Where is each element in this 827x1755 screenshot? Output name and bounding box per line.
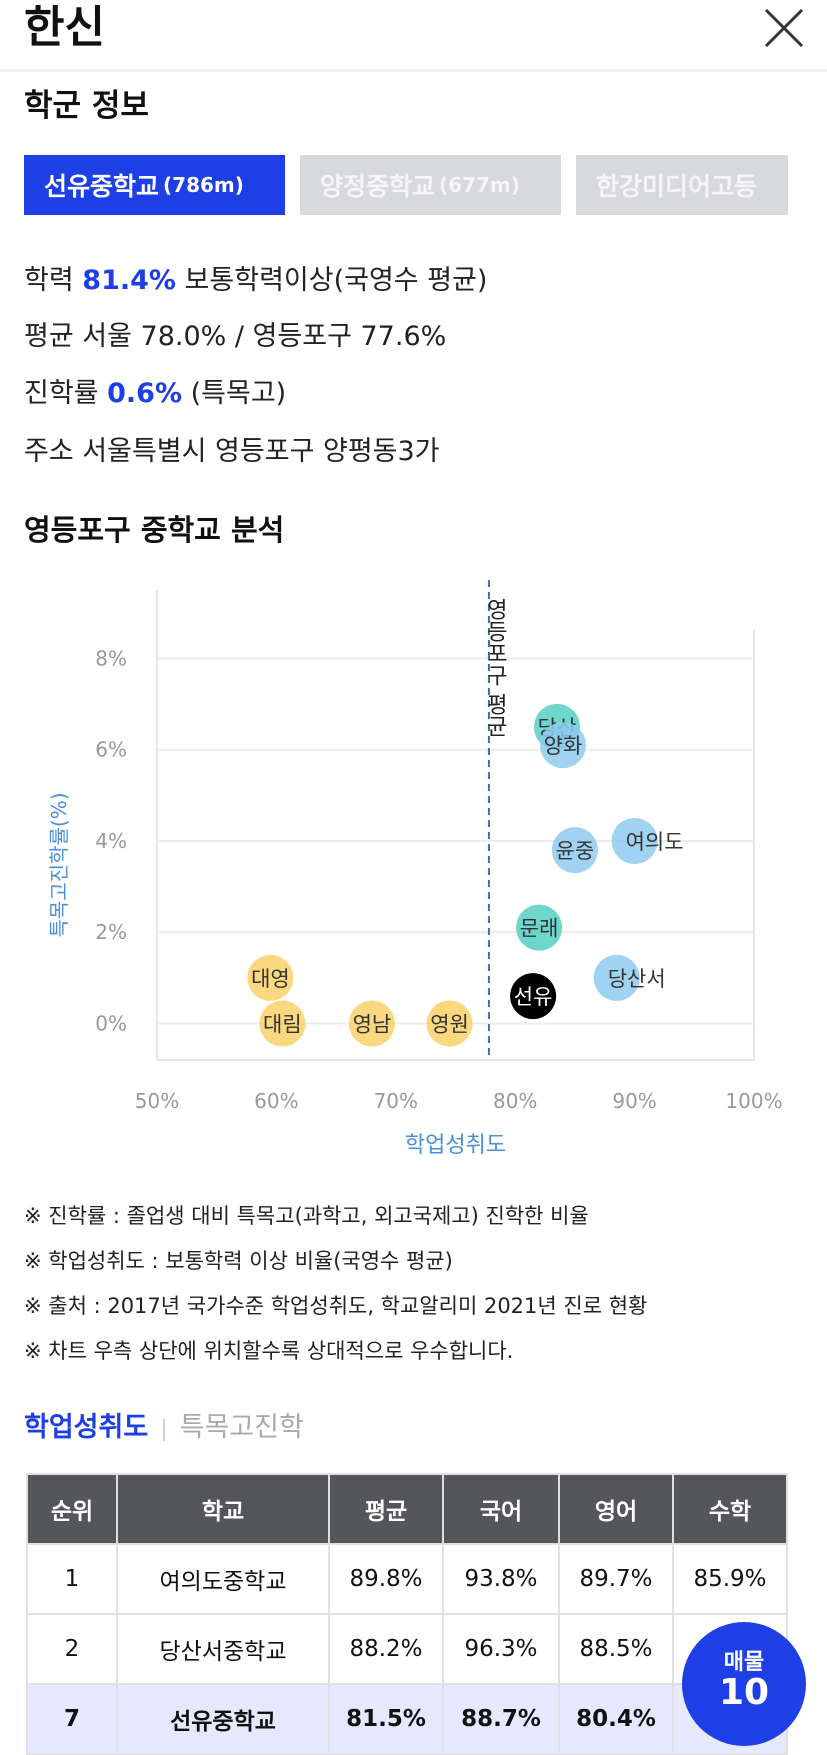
x-tick-label: 70% (374, 1089, 418, 1113)
x-axis-title: 학업성취도 (405, 1133, 506, 1158)
data-point-label: 대림 (263, 1012, 302, 1036)
data-point-label: 윤중 (556, 839, 595, 863)
cell-average: 81.5% (328, 1683, 444, 1755)
col-rank: 순위 (26, 1473, 118, 1545)
cell-english: 80.4% (558, 1683, 674, 1755)
advance-line: 진학률 0.6% (특목고) (24, 371, 286, 410)
cell-rank: 1 (26, 1543, 118, 1615)
data-point-label: 문래 (520, 917, 559, 941)
note-3: ※ 출처 : 2017년 국가수준 학업성취도, 학교알리미 2021년 진로 … (24, 1294, 648, 1318)
tab-separator: | (160, 1417, 168, 1442)
tab-school-1[interactable]: 선유중학교 (786m) (24, 155, 285, 215)
app-title: 한신 (24, 2, 105, 53)
cell-average: 88.2% (328, 1613, 444, 1685)
data-point (593, 954, 640, 1001)
cell-math: 85.9% (672, 1543, 788, 1615)
tab-school-distance: (786m) (163, 173, 244, 197)
school-tabs: 선유중학교 (786m) 양정중학교 (677m) 한강미디어고등 (24, 155, 788, 215)
data-point-label: 영남 (353, 1012, 392, 1036)
achievement-desc: 보통학력이상(국영수 평균) (184, 265, 488, 296)
advance-value: 0.6% (107, 378, 183, 409)
cell-school: 당산서중학교 (116, 1613, 330, 1685)
data-point (611, 817, 658, 864)
data-point-label: 여의도 (626, 830, 684, 854)
table-row-current: 7 선유중학교 81.5% 88.7% 80.4% (26, 1683, 788, 1755)
cell-school: 여의도중학교 (116, 1543, 330, 1615)
x-tick-label: 90% (612, 1089, 656, 1113)
cell-rank: 7 (26, 1683, 118, 1755)
cell-korean: 88.7% (442, 1683, 560, 1755)
data-point (426, 1000, 473, 1047)
data-point-label: 선유 (514, 985, 553, 1009)
col-korean: 국어 (442, 1473, 560, 1545)
data-point-label: 영원 (430, 1012, 469, 1036)
scatter-chart: 0% 2% 4% 6% 8% 50% 60% 70% 80% 90% 100% 학업성취도 특목고진학률… (0, 570, 827, 1170)
tab-school-2[interactable]: 양정중학교 (677m) (300, 155, 561, 215)
x-tick-label: 60% (254, 1089, 298, 1113)
cell-rank: 2 (26, 1613, 118, 1685)
data-point (539, 722, 586, 769)
data-point (247, 954, 294, 1001)
y-tick-label: 2% (95, 920, 127, 944)
col-school: 학교 (116, 1473, 330, 1545)
advance-desc: (특목고) (190, 378, 287, 409)
advance-label: 진학률 (24, 378, 99, 409)
col-english: 영어 (558, 1473, 674, 1545)
y-tick-label: 4% (95, 829, 127, 853)
col-math: 수학 (672, 1473, 788, 1545)
x-tick-label: 80% (493, 1089, 537, 1113)
tab-school-name: 한강미디어고등 (596, 172, 758, 201)
data-point (348, 1000, 395, 1047)
data-point-label: 양화 (544, 734, 583, 758)
cell-school: 선유중학교 (116, 1683, 330, 1755)
cell-english: 89.7% (558, 1543, 674, 1615)
x-tick-label: 50% (135, 1089, 179, 1113)
analysis-title: 영등포구 중학교 분석 (24, 513, 285, 547)
cell-korean: 93.8% (442, 1543, 560, 1615)
data-point-label: 대영 (251, 967, 290, 991)
close-button[interactable] (760, 4, 808, 52)
note-2: ※ 학업성취도 : 보통학력 이상 비율(국영수 평균) (24, 1249, 453, 1273)
chart-svg: 0% 2% 4% 6% 8% 50% 60% 70% 80% 90% 100% 학업성취도 특목고진학률… (47, 580, 783, 1158)
data-point (516, 904, 563, 951)
data-point-label: 당산서 (608, 967, 666, 991)
cell-english: 88.5% (558, 1613, 674, 1685)
tab-school-name: 선유중학교 (44, 172, 160, 201)
average-line: 평균 서울 78.0% / 영등포구 77.6% (24, 321, 447, 352)
y-tick-label: 0% (95, 1011, 127, 1035)
data-point (551, 827, 598, 874)
tab-school-distance: (677m) (439, 173, 520, 197)
address-line: 주소 서울특별시 영등포구 양평동3가 (24, 436, 440, 467)
ranking-table: 순위 학교 평균 국어 영어 수학 1 여의도중학교 89.8% 93.8% 8… (26, 1473, 788, 1755)
tab-achievement[interactable]: 학업성취도 (24, 1412, 149, 1443)
achievement-line: 학력 81.4% 보통학력이상(국영수 평균) (24, 258, 487, 297)
fab-label: 매물 (723, 1650, 765, 1675)
table-row: 2 당산서중학교 88.2% 96.3% 88.5% (26, 1613, 788, 1685)
note-4: ※ 차트 우측 상단에 위치할수록 상대적으로 우수합니다. (24, 1339, 514, 1363)
header: 한신 (0, 0, 827, 72)
close-icon (764, 8, 804, 48)
listings-fab-button[interactable]: 매물 10 (682, 1622, 806, 1746)
tab-special-high[interactable]: 특목고진학 (179, 1412, 304, 1443)
y-tick-label: 8% (95, 646, 127, 670)
table-header-row: 순위 학교 평균 국어 영어 수학 (26, 1473, 788, 1545)
achievement-label: 학력 (24, 265, 74, 296)
data-point (259, 1000, 306, 1047)
table-row: 1 여의도중학교 89.8% 93.8% 89.7% 85.9% (26, 1543, 788, 1615)
cell-average: 89.8% (328, 1543, 444, 1615)
cell-korean: 96.3% (442, 1613, 560, 1685)
y-tick-label: 6% (95, 738, 127, 762)
data-point (510, 973, 557, 1020)
note-1: ※ 진학률 : 졸업생 대비 특목고(과학고, 외고국제고) 진학한 비율 (24, 1204, 589, 1228)
reference-line-label: 영등포구 평균 (482, 598, 507, 737)
tab-school-3[interactable]: 한강미디어고등 (576, 155, 788, 215)
fab-count: 10 (718, 1672, 770, 1713)
tab-school-name: 양정중학교 (320, 172, 436, 201)
y-axis-title: 특목고진학률(%) (47, 792, 71, 937)
section-title: 학군 정보 (24, 88, 149, 124)
sub-tabs: 학업성취도 | 특목고진학 (24, 1405, 304, 1444)
achievement-value: 81.4% (82, 265, 176, 296)
col-average: 평균 (328, 1473, 444, 1545)
x-tick-label: 100% (725, 1089, 782, 1113)
